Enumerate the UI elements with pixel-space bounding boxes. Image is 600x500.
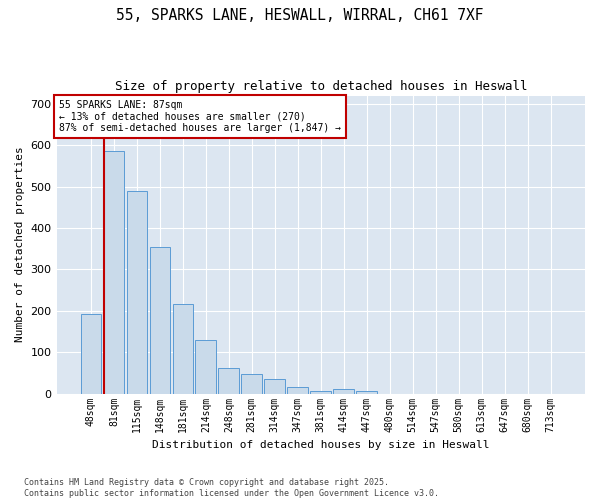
Bar [310,390,331,394]
Bar [127,191,147,394]
Text: 55, SPARKS LANE, HESWALL, WIRRAL, CH61 7XF: 55, SPARKS LANE, HESWALL, WIRRAL, CH61 7… [116,8,484,22]
Bar [241,374,262,394]
Text: Contains HM Land Registry data © Crown copyright and database right 2025.
Contai: Contains HM Land Registry data © Crown c… [24,478,439,498]
Bar [149,246,170,394]
Bar [265,378,285,394]
Bar [104,152,124,394]
Bar [218,368,239,394]
Bar [356,390,377,394]
Bar [287,388,308,394]
Y-axis label: Number of detached properties: Number of detached properties [15,146,25,342]
Title: Size of property relative to detached houses in Heswall: Size of property relative to detached ho… [115,80,527,93]
Bar [173,304,193,394]
Bar [334,390,354,394]
Bar [80,314,101,394]
Text: 55 SPARKS LANE: 87sqm
← 13% of detached houses are smaller (270)
87% of semi-det: 55 SPARKS LANE: 87sqm ← 13% of detached … [59,100,341,133]
Bar [196,340,216,394]
X-axis label: Distribution of detached houses by size in Heswall: Distribution of detached houses by size … [152,440,490,450]
